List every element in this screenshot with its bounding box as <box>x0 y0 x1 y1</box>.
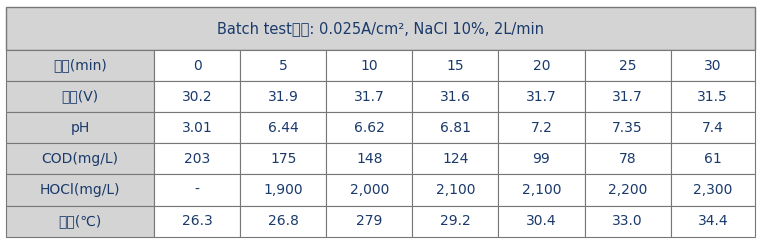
Text: 26.3: 26.3 <box>182 214 212 228</box>
Text: 7.2: 7.2 <box>530 121 552 135</box>
Bar <box>498 174 584 205</box>
Text: 99: 99 <box>533 152 550 166</box>
Bar <box>412 143 498 174</box>
Text: 78: 78 <box>619 152 636 166</box>
Text: 25: 25 <box>619 59 636 72</box>
Text: 148: 148 <box>356 152 383 166</box>
Text: 1,900: 1,900 <box>263 183 303 197</box>
Bar <box>240 50 326 81</box>
Bar <box>154 143 240 174</box>
Bar <box>584 143 670 174</box>
Text: 2,200: 2,200 <box>608 183 648 197</box>
Text: 7.4: 7.4 <box>702 121 724 135</box>
Bar <box>412 81 498 112</box>
Text: 시간(min): 시간(min) <box>53 59 107 72</box>
Text: 26.8: 26.8 <box>268 214 298 228</box>
Text: 31.6: 31.6 <box>440 90 471 104</box>
Text: 2,000: 2,000 <box>349 183 389 197</box>
Bar <box>326 81 412 112</box>
Text: 29.2: 29.2 <box>440 214 471 228</box>
Text: 34.4: 34.4 <box>698 214 728 228</box>
Text: 31.7: 31.7 <box>613 90 643 104</box>
Bar <box>498 112 584 143</box>
Bar <box>326 112 412 143</box>
Bar <box>584 205 670 237</box>
Text: 30: 30 <box>704 59 721 72</box>
Bar <box>412 50 498 81</box>
Text: 31.7: 31.7 <box>354 90 384 104</box>
Text: HOCl(mg/L): HOCl(mg/L) <box>40 183 120 197</box>
Text: 31.5: 31.5 <box>697 90 728 104</box>
Bar <box>6 174 154 205</box>
Bar <box>154 81 240 112</box>
Text: 175: 175 <box>270 152 296 166</box>
Text: 31.7: 31.7 <box>526 90 557 104</box>
Text: pH: pH <box>71 121 90 135</box>
Bar <box>498 205 584 237</box>
Bar <box>240 112 326 143</box>
Bar <box>154 50 240 81</box>
Bar <box>6 50 154 81</box>
Bar <box>412 174 498 205</box>
Bar <box>6 205 154 237</box>
Text: 10: 10 <box>361 59 378 72</box>
Bar <box>6 143 154 174</box>
Bar <box>584 50 670 81</box>
Bar <box>584 174 670 205</box>
Bar <box>326 174 412 205</box>
Text: 33.0: 33.0 <box>613 214 643 228</box>
Bar <box>670 112 755 143</box>
Bar <box>670 50 755 81</box>
Text: 0: 0 <box>193 59 202 72</box>
Text: 31.9: 31.9 <box>268 90 298 104</box>
Bar <box>154 205 240 237</box>
Text: 5: 5 <box>279 59 288 72</box>
Text: 6.62: 6.62 <box>354 121 385 135</box>
Text: 6.44: 6.44 <box>268 121 298 135</box>
Text: 6.81: 6.81 <box>440 121 471 135</box>
Bar <box>240 143 326 174</box>
Text: 15: 15 <box>447 59 464 72</box>
Bar <box>584 112 670 143</box>
Bar <box>670 81 755 112</box>
Bar <box>6 81 154 112</box>
Bar <box>240 205 326 237</box>
Text: COD(mg/L): COD(mg/L) <box>42 152 119 166</box>
Text: 124: 124 <box>442 152 469 166</box>
Text: 3.01: 3.01 <box>182 121 212 135</box>
Text: 온도(℃): 온도(℃) <box>59 214 102 228</box>
Text: 7.35: 7.35 <box>613 121 643 135</box>
Text: 2,100: 2,100 <box>435 183 475 197</box>
Bar <box>584 81 670 112</box>
Bar <box>326 205 412 237</box>
Text: 20: 20 <box>533 59 550 72</box>
Bar <box>326 143 412 174</box>
Text: 전압(V): 전압(V) <box>62 90 99 104</box>
Bar <box>240 174 326 205</box>
Text: 30.4: 30.4 <box>526 214 557 228</box>
Bar <box>670 174 755 205</box>
Text: -: - <box>195 183 199 197</box>
Bar <box>326 50 412 81</box>
Text: 30.2: 30.2 <box>182 90 212 104</box>
Text: 279: 279 <box>356 214 383 228</box>
Bar <box>498 143 584 174</box>
Text: 2,100: 2,100 <box>522 183 562 197</box>
Bar <box>498 81 584 112</box>
Bar <box>412 112 498 143</box>
Text: 203: 203 <box>184 152 210 166</box>
Bar <box>240 81 326 112</box>
Bar <box>670 143 755 174</box>
Bar <box>6 112 154 143</box>
Text: 61: 61 <box>704 152 721 166</box>
Bar <box>498 50 584 81</box>
Bar <box>154 112 240 143</box>
Bar <box>6 7 755 50</box>
Bar <box>154 174 240 205</box>
Text: 2,300: 2,300 <box>693 183 733 197</box>
Bar <box>670 205 755 237</box>
Text: Batch test조건: 0.025A/cm², NaCl 10%, 2L/min: Batch test조건: 0.025A/cm², NaCl 10%, 2L/m… <box>217 21 544 36</box>
Bar <box>412 205 498 237</box>
